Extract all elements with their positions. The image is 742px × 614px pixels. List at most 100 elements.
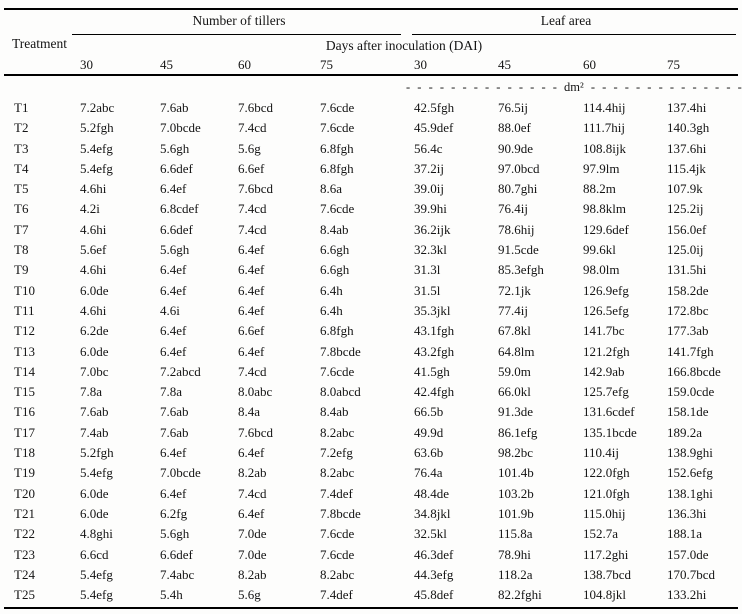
value-cell: 91.3de (498, 404, 534, 420)
value-cell: 66.0kl (498, 384, 531, 400)
table-row: T22 4.8ghi 5.6gh 7.0de 7.6cde 32.5kl 115.8a 152… (0, 524, 742, 544)
treatment-label: T2 (14, 120, 29, 136)
value-cell: 115.4jk (667, 160, 706, 176)
value-cell: 37.2ij (414, 160, 444, 176)
table-row: T23 6.6cd 6.6def 7.0de 7.6cde 46.3def 78.9hi 11… (0, 545, 742, 565)
value-cell: 7.6cde (320, 100, 355, 115)
table-row: T18 5.2fgh 6.4ef 6.4ef 7.2efg 63.6b 98.2bc 110.… (0, 443, 742, 463)
value-cell: 7.6bcd (238, 424, 274, 440)
value-cell: 7.0de (238, 526, 267, 542)
day-column-label: 75 (667, 57, 680, 72)
value-cell: 137.6hi (667, 140, 707, 156)
value-cell: 6.6gh (320, 262, 350, 278)
value-cell: 6.4h (320, 282, 343, 298)
value-cell: 7.6bcd (238, 100, 274, 115)
value-cell: 122.0fgh (583, 465, 630, 481)
leaf-area-underline-rule (412, 34, 736, 35)
value-cell: 6.2fg (160, 505, 188, 521)
value-cell: 6.4ef (238, 343, 265, 359)
value-cell: 6.4ef (160, 485, 187, 501)
table-row: T5 4.6hi 6.4ef 7.6bcd 8.6a 39.0ij 80.7ghi 88.2m… (0, 179, 742, 199)
value-cell: 4.6hi (80, 262, 107, 278)
value-cell: 48.4de (414, 485, 450, 501)
value-cell: 4.8ghi (80, 526, 113, 542)
value-cell: 82.2fghi (498, 587, 542, 603)
value-cell: 156.0ef (667, 221, 707, 237)
table-row: T14 7.0bc 7.2abcd 7.4cd 7.6cde 41.5gh 59.0m 142… (0, 362, 742, 382)
value-cell: 6.4ef (238, 242, 265, 258)
treatment-column-header: Treatment (12, 36, 67, 51)
value-cell: 7.4cd (238, 221, 267, 237)
value-cell: 125.2ij (667, 201, 704, 217)
value-cell: 114.4hij (583, 100, 626, 115)
value-cell: 77.4ij (498, 302, 528, 318)
value-cell: 7.6cde (320, 363, 355, 379)
value-cell: 42.5fgh (414, 100, 455, 115)
treatment-label: T21 (14, 505, 35, 521)
table-row: T24 5.4efg 7.4abc 8.2ab 8.2abc 44.3efg 118.2a 1… (0, 565, 742, 585)
value-cell: 6.8fgh (320, 140, 354, 156)
value-cell: 152.6efg (667, 465, 713, 481)
treatment-label: T9 (14, 262, 29, 278)
value-cell: 5.6gh (160, 242, 190, 258)
value-cell: 31.3l (414, 262, 441, 278)
treatment-label: T23 (14, 546, 35, 562)
treatment-label: T1 (14, 100, 29, 115)
value-cell: 170.7bcd (667, 566, 716, 582)
value-cell: 8.4ab (320, 221, 349, 237)
day-column-label: 60 (583, 57, 596, 72)
table-row: T15 7.8a 7.8a 8.0abc 8.0abcd 42.4fgh 66.0kl 125… (0, 382, 742, 402)
value-cell: 6.4ef (160, 445, 187, 461)
day-column-label: 45 (498, 57, 511, 72)
value-cell: 6.8fgh (320, 323, 354, 339)
value-cell: 98.8klm (583, 201, 626, 217)
day-column-label: 30 (80, 57, 93, 72)
value-cell: 8.2ab (238, 465, 267, 481)
value-cell: 6.4ef (160, 282, 187, 298)
treatment-label: T14 (14, 363, 35, 379)
value-cell: 4.6hi (80, 221, 107, 237)
value-cell: 72.1jk (498, 282, 531, 298)
group-header-leaf-area: Leaf area (540, 13, 592, 28)
value-cell: 6.4ef (238, 505, 265, 521)
group-header-number-of-tillers: Number of tillers (192, 13, 286, 28)
value-cell: 6.6def (160, 221, 193, 237)
value-cell: 46.3def (414, 546, 454, 562)
value-cell: 159.0cde (667, 384, 715, 400)
table-row: T9 4.6hi 6.4ef 6.4ef 6.6gh 31.3l 85.3efgh 98.0l… (0, 260, 742, 280)
value-cell: 6.4ef (238, 282, 265, 298)
value-cell: 7.0bc (80, 363, 109, 379)
value-cell: 126.9efg (583, 282, 629, 298)
value-cell: 45.8def (414, 587, 454, 603)
value-cell: 7.6cde (320, 526, 355, 542)
value-cell: 6.4ef (160, 323, 187, 339)
value-cell: 7.6ab (160, 404, 189, 420)
value-cell: 6.4ef (160, 181, 187, 197)
table-row: T16 7.6ab 7.6ab 8.4a 8.4ab 66.5b 91.3de 131.6cd… (0, 402, 742, 422)
value-cell: 118.2a (498, 566, 533, 582)
value-cell: 8.0abcd (320, 384, 361, 400)
value-cell: 5.6g (238, 140, 261, 156)
treatment-label: T22 (14, 526, 35, 542)
value-cell: 158.2de (667, 282, 709, 298)
treatment-label: T19 (14, 465, 35, 481)
table-row: T2 5.2fgh 7.0bcde 7.4cd 7.6cde 45.9def 88.0ef 1… (0, 118, 742, 138)
value-cell: 49.9d (414, 424, 444, 440)
table-row: T4 5.4efg 6.6def 6.6ef 6.8fgh 37.2ij 97.0bcd 97… (0, 159, 742, 179)
value-cell: 5.6g (238, 587, 261, 603)
value-cell: 4.6hi (80, 302, 107, 318)
value-cell: 5.6gh (160, 140, 190, 156)
value-cell: 8.2abc (320, 424, 355, 440)
table-row: T13 6.0de 6.4ef 6.4ef 7.8bcde 43.2fgh 64.8lm 12… (0, 342, 742, 362)
value-cell: 7.4cd (238, 120, 267, 136)
value-cell: 6.8fgh (320, 160, 354, 176)
value-cell: 4.2i (80, 201, 100, 217)
value-cell: 32.5kl (414, 526, 447, 542)
value-cell: 5.4efg (80, 587, 113, 603)
table-row: T10 6.0de 6.4ef 6.4ef 6.4h 31.5l 72.1jk 126.9ef… (0, 281, 742, 301)
value-cell: 121.2fgh (583, 343, 630, 359)
treatment-label: T20 (14, 485, 35, 501)
value-cell: 6.6ef (238, 323, 265, 339)
value-cell: 5.4efg (80, 140, 113, 156)
